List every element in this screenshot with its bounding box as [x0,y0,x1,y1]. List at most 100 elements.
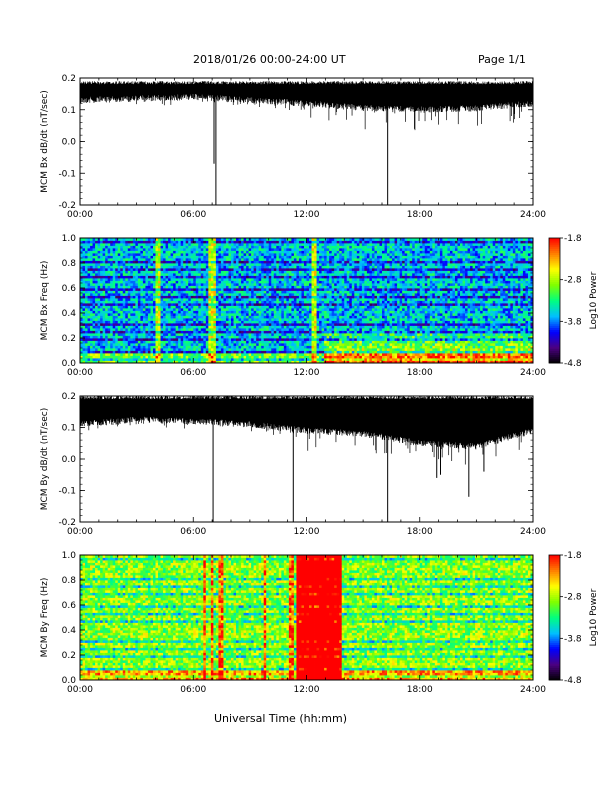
spectrogram-cell [301,265,305,269]
spectrogram-cell [97,295,101,299]
spectrogram-cell [178,260,182,264]
spectrogram-cell [110,360,114,364]
spectrogram-cell [198,260,202,264]
spectrogram-cell [193,268,197,271]
spectrogram-cell [301,258,305,261]
spectrogram-cell [95,348,99,351]
spectrogram-cell [165,315,169,319]
spectrogram-cell [215,238,219,241]
spectrogram-cell [288,315,292,319]
spectrogram-cell [90,303,93,306]
spectrogram-cell [145,268,149,271]
spectrogram-cell [107,358,111,361]
spectrogram-cell [314,328,317,331]
spectrogram-cell [238,298,242,301]
spectrogram-cell [205,303,209,306]
spectrogram-cell [145,255,149,259]
spectrogram-cell [271,295,275,299]
spectrogram-cell [241,263,244,266]
spectrogram-cell [92,243,96,246]
spectrogram-cell [309,260,312,264]
spectrogram-cell [319,358,322,361]
spectrogram-cell [110,335,114,339]
spectrogram-cell [298,358,302,361]
spectrogram-cell [82,268,86,271]
spectrogram-cell [147,335,151,339]
spectrogram-cell [220,303,224,306]
spectrogram-cell [127,243,131,246]
spectrogram-cell [145,243,149,246]
spectrogram-cell [258,345,262,349]
spectrogram-cell [183,278,187,281]
spectrogram-cell [155,325,159,329]
spectrogram-cell [105,315,109,319]
spectrogram-cell [210,333,214,336]
spectrogram-cell [309,258,312,261]
spectrogram-cell [316,278,320,281]
spectrogram-cell [281,305,285,309]
spectrogram-cell [193,313,197,316]
spectrogram-cell [246,255,250,259]
spectrogram-cell [220,275,224,279]
spectrogram-cell [236,263,239,266]
spectrogram-cell [198,315,202,319]
spectrogram-cell [190,285,194,289]
spectrogram-cell [150,278,154,281]
spectrogram-cell [185,328,189,331]
spectrogram-cell [105,355,109,359]
spectrogram-cell [303,248,307,251]
spectrogram-cell [130,360,134,364]
spectrogram-cell [298,300,302,304]
spectrogram-cell [205,345,209,349]
spectrogram-cell [183,338,187,341]
spectrogram-cell [203,265,207,269]
spectrogram-cell [105,238,109,241]
spectrogram-cell [185,255,189,259]
spectrogram-cell [180,258,184,261]
x-tick-label: 12:00 [294,210,320,220]
spectrogram-cell [117,348,121,351]
spectrogram-cell [97,325,101,329]
spectrogram-cell [112,355,116,359]
spectrogram-cell [122,238,126,241]
spectrogram-cell [253,330,257,334]
spectrogram-cell [231,285,234,289]
spectrogram-cell [185,238,189,241]
spectrogram-cell [127,258,131,261]
spectrogram-cell [178,310,182,314]
spectrogram-cell [321,270,325,274]
spectrogram-cell [193,328,197,331]
spectrogram-cell [115,340,119,344]
spectrogram-cell [268,283,272,286]
spectrogram-cell [185,345,189,349]
spectrogram-cell [165,288,169,291]
spectrogram-cell [271,273,275,276]
spectrogram-cell [127,338,131,341]
spectrogram-cell [115,273,119,276]
spectrogram-cell [132,325,136,329]
spectrogram-cell [223,283,227,286]
spectrogram-cell [147,318,151,321]
spectrogram-cell [276,340,280,344]
spectrogram-cell [293,318,297,321]
spectrogram-cell [309,300,312,304]
spectrogram-cell [220,273,224,276]
spectrogram-cell [210,325,214,329]
spectrogram-cell [145,293,149,296]
spectrogram-cell [173,320,177,324]
spectrogram-cell [102,295,106,299]
spectrogram-cell [127,290,131,294]
spectrogram-cell [112,280,116,284]
spectrogram-cell [218,243,222,246]
spectrogram-cell [200,258,204,261]
spectrogram-cell [105,358,109,361]
spectrogram-cell [241,343,244,346]
spectrogram-cell [147,343,151,346]
spectrogram-cell [178,285,182,289]
spectrogram-cell [291,315,295,319]
spectrogram-cell [296,323,300,326]
spectrogram-cell [283,348,287,351]
spectrogram-cell [258,280,262,284]
spectrogram-cell [137,288,141,291]
spectrogram-cell [170,310,174,314]
